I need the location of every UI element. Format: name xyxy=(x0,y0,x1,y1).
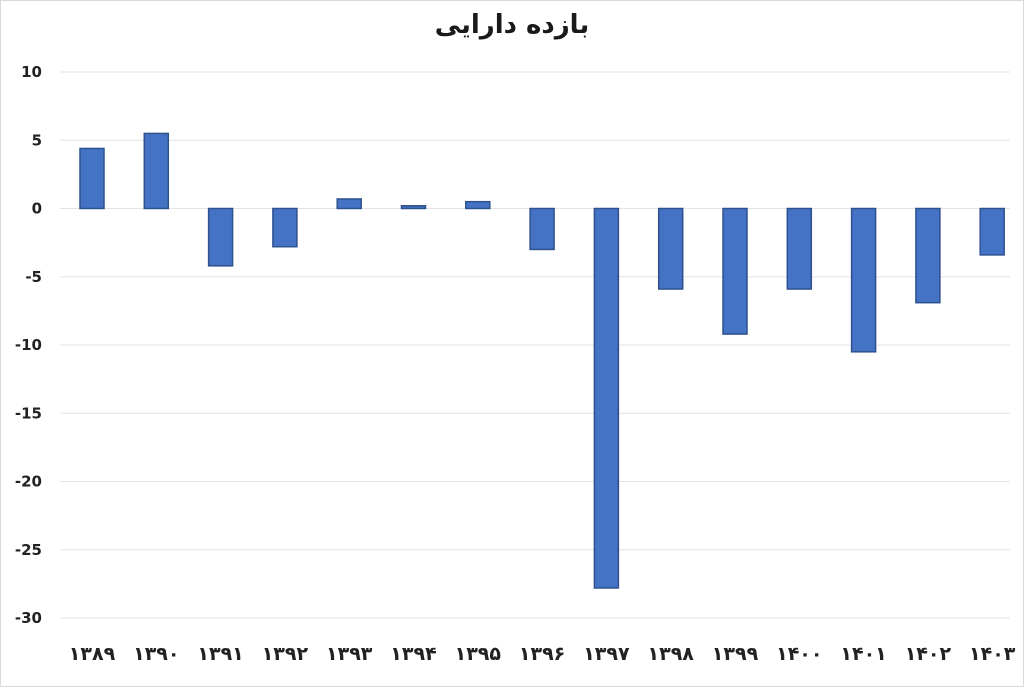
bar xyxy=(207,207,234,267)
x-tick-label: ۱۴۰۱ xyxy=(840,643,886,665)
bar xyxy=(79,147,105,210)
y-tick-label: 5 xyxy=(32,131,42,149)
gridlines xyxy=(60,71,1010,619)
bar xyxy=(657,207,684,290)
y-tick-label: -30 xyxy=(15,609,42,627)
bar xyxy=(722,207,748,335)
x-tick-label: ۱۳۸۹ xyxy=(69,643,116,665)
x-tick-label: ۱۳۹۲ xyxy=(262,643,309,665)
bar xyxy=(272,207,298,248)
x-tick-label: ۱۳۹۳ xyxy=(326,643,373,665)
x-tick-label: ۱۴۰۲ xyxy=(905,643,952,665)
x-tick-label: ۱۳۹۵ xyxy=(455,643,502,665)
bar xyxy=(336,198,362,210)
y-tick-label: 10 xyxy=(21,63,42,81)
x-tick-label: ۱۳۹۹ xyxy=(712,643,759,665)
y-tick-label: -25 xyxy=(15,541,42,559)
x-tick-label: ۱۳۹۱ xyxy=(197,643,243,665)
y-tick-label: -15 xyxy=(15,404,42,422)
bar xyxy=(850,207,877,353)
x-axis-labels: ۱۳۸۹ ۱۳۹۰ ۱۳۹۱ ۱۳۹۲ ۱۳۹۳ ۱۳۹۴ ۱۳۹۵ ۱۳۹۶ ۱۳۹۷ ۱۳۹۸… xyxy=(69,643,1016,665)
y-axis-labels: 10 5 0 -5 -10 -15 -20 -25 -30 xyxy=(15,63,42,627)
y-tick-label: 0 xyxy=(32,200,42,218)
x-tick-label: ۱۴۰۳ xyxy=(969,643,1016,665)
y-tick-label: -20 xyxy=(15,473,42,491)
x-tick-label: ۱۳۹۰ xyxy=(133,643,179,665)
y-tick-label: -10 xyxy=(15,336,42,354)
y-tick-label: -5 xyxy=(25,268,42,286)
bar xyxy=(465,200,491,210)
chart-title: بازده دارایی xyxy=(434,10,590,40)
bar xyxy=(529,207,555,251)
bars xyxy=(79,132,1005,589)
x-tick-label: ۱۳۹۷ xyxy=(583,643,630,665)
bar xyxy=(915,207,941,304)
bar xyxy=(979,207,1005,256)
bar xyxy=(143,132,170,210)
bar xyxy=(400,205,427,210)
x-tick-label: ۱۳۹۴ xyxy=(390,643,436,665)
x-tick-label: ۱۴۰۰ xyxy=(776,643,822,665)
x-tick-label: ۱۳۹۸ xyxy=(648,643,695,665)
bar xyxy=(786,207,813,290)
x-tick-label: ۱۳۹۶ xyxy=(519,643,565,665)
bar xyxy=(593,207,620,589)
